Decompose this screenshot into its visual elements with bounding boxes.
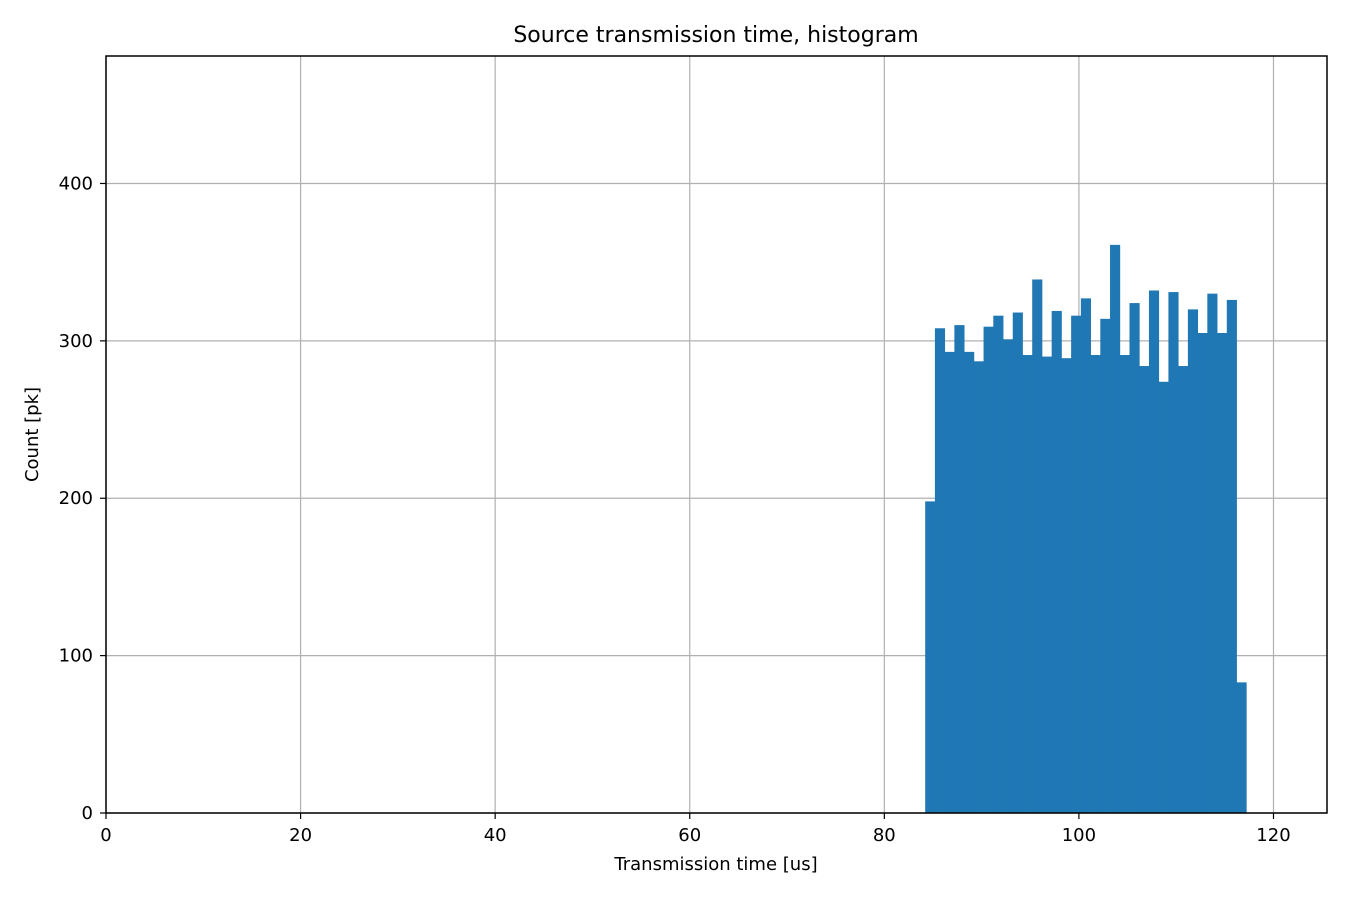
y-axis-label: Count [pk] xyxy=(22,387,43,482)
histogram-bars xyxy=(925,244,1247,814)
histogram-bar xyxy=(1236,682,1247,813)
x-tick-label: 60 xyxy=(678,825,701,846)
y-axis-ticks: 0 100 200 300 400 xyxy=(59,173,106,824)
x-tick-label: 0 xyxy=(100,825,111,846)
histogram-bar xyxy=(1012,312,1023,813)
histogram-bar xyxy=(1129,303,1140,813)
histogram-bar xyxy=(1003,339,1014,813)
x-tick-label: 80 xyxy=(873,825,896,846)
histogram-bar xyxy=(934,328,946,813)
histogram-bar xyxy=(1168,292,1179,813)
histogram-bar xyxy=(944,351,955,813)
histogram-bar xyxy=(1158,381,1169,813)
histogram-bar xyxy=(1178,366,1189,813)
histogram-bar xyxy=(954,325,965,813)
histogram-bar xyxy=(1148,290,1160,813)
y-tick-label: 400 xyxy=(59,173,93,194)
histogram-bar xyxy=(1187,309,1199,813)
histogram-bar xyxy=(1217,332,1228,813)
histogram-bar xyxy=(925,501,936,813)
x-tick-label: 40 xyxy=(484,825,507,846)
x-tick-label: 20 xyxy=(289,825,312,846)
x-tick-label: 120 xyxy=(1256,825,1290,846)
histogram-bar xyxy=(1061,358,1072,813)
y-tick-label: 300 xyxy=(59,331,93,352)
chart-title: Source transmission time, histogram xyxy=(513,23,918,48)
histogram-bar xyxy=(1119,355,1130,813)
histogram-bar xyxy=(993,315,1004,813)
histogram-bar xyxy=(1226,299,1237,813)
histogram-bar xyxy=(1197,332,1208,813)
plot-frame xyxy=(105,55,1328,814)
histogram-bar xyxy=(1090,355,1101,813)
histogram-bar xyxy=(1110,244,1121,813)
x-tick-label: 100 xyxy=(1062,825,1096,846)
y-tick-label: 200 xyxy=(59,488,93,509)
histogram-bar xyxy=(1100,318,1111,813)
histogram-bar xyxy=(1080,298,1091,813)
histogram-bar xyxy=(1022,355,1033,813)
histogram-bar xyxy=(983,326,994,813)
x-axis-label: Transmission time [us] xyxy=(613,854,817,875)
x-axis-ticks: 0 20 40 60 80 100 120 xyxy=(100,813,1291,846)
histogram-bar xyxy=(1041,356,1053,813)
histogram-bar xyxy=(1207,293,1218,813)
histogram-bar xyxy=(1071,315,1082,813)
histogram-bar xyxy=(964,351,975,813)
histogram-bar xyxy=(973,361,984,813)
histogram-bar xyxy=(1032,279,1043,814)
histogram-bar xyxy=(1139,366,1150,813)
y-tick-label: 100 xyxy=(59,646,93,667)
y-tick-label: 0 xyxy=(82,803,93,824)
histogram-bar xyxy=(1051,310,1062,813)
